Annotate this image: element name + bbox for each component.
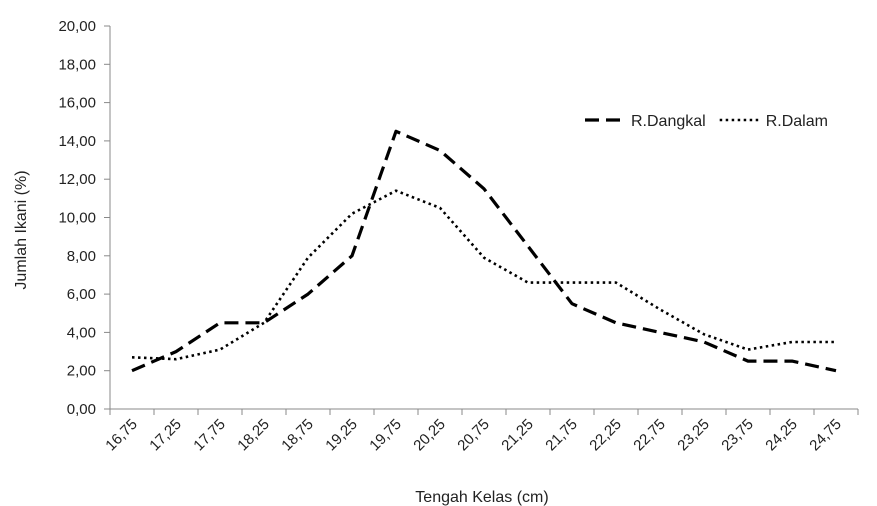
legend-label-r-dangkal: R.Dangkal [631, 113, 706, 130]
series-line-r-dalam [131, 189, 836, 361]
x-tick-label: 17,25 [146, 416, 185, 455]
x-tick-label: 16,75 [102, 416, 141, 455]
x-axis-title: Tengah Kelas (cm) [415, 489, 548, 506]
y-tick-label: 2,00 [67, 363, 96, 380]
y-tick-label: 0,00 [67, 401, 96, 418]
series-line-r-dangkal [131, 129, 837, 373]
x-tick-label: 23,75 [718, 416, 757, 455]
x-tick-label: 21,75 [542, 416, 581, 455]
y-tick-label: 6,00 [67, 286, 96, 303]
y-axis-title: Jumlah Ikani (%) [13, 170, 30, 289]
y-tick-label: 16,00 [58, 95, 96, 112]
series-layer [131, 129, 837, 373]
x-tick-label: 20,25 [410, 416, 449, 455]
x-axis: 16,75 17,25 17,75 18,25 18,75 19,25 19,75 20,25… [102, 408, 859, 455]
x-tick-label: 24,75 [806, 416, 845, 455]
x-tick-label: 21,25 [498, 416, 537, 455]
x-tick-label: 17,75 [190, 416, 229, 455]
legend-label-r-dalam: R.Dalam [766, 113, 828, 130]
legend: R.Dangkal R.Dalam [585, 113, 828, 130]
y-axis: 0,00 2,00 4,00 6,00 8,00 10,00 12,00 14,00 16,00… [58, 18, 111, 418]
y-tick-label: 18,00 [58, 56, 96, 73]
y-tick-label: 8,00 [67, 248, 96, 265]
y-tick-label: 12,00 [58, 171, 96, 188]
x-tick-label: 22,75 [630, 416, 669, 455]
y-tick-label: 10,00 [58, 210, 96, 227]
x-tick-label: 18,25 [234, 416, 273, 455]
x-tick-label: 20,75 [454, 416, 493, 455]
x-tick-label: 18,75 [278, 416, 317, 455]
x-tick-label: 22,25 [586, 416, 625, 455]
x-tick-label: 23,25 [674, 416, 713, 455]
x-tick-label: 19,25 [322, 416, 361, 455]
y-tick-label: 20,00 [58, 18, 96, 35]
x-tick-label: 19,75 [366, 416, 405, 455]
y-tick-label: 14,00 [58, 133, 96, 150]
y-tick-label: 4,00 [67, 324, 96, 341]
x-tick-label: 24,25 [762, 416, 801, 455]
